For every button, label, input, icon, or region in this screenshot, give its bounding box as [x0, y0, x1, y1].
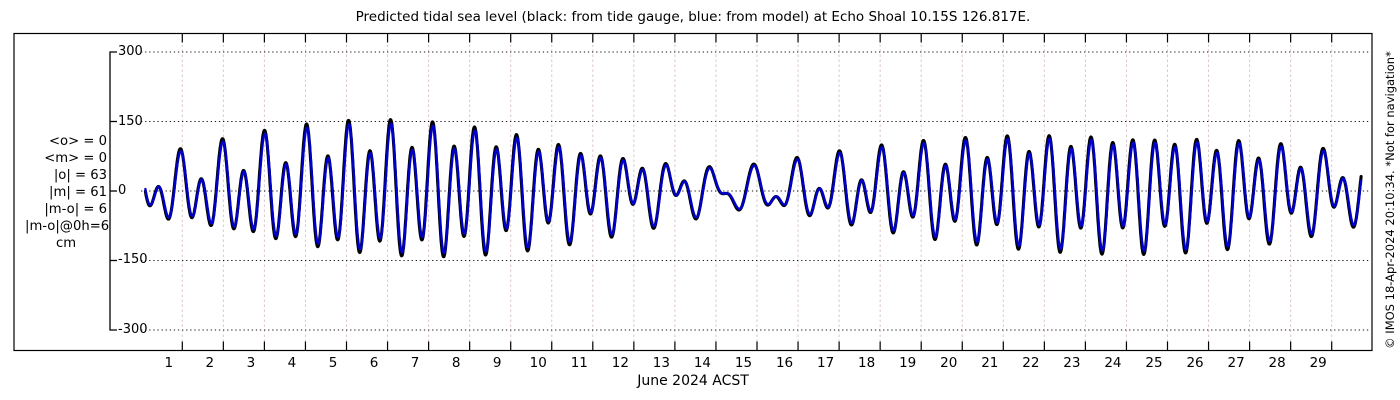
day-label-28: 28	[1268, 355, 1286, 371]
day-label-21: 21	[981, 355, 999, 371]
day-label-3: 3	[246, 355, 256, 371]
day-label-9: 9	[492, 355, 502, 371]
horizontal-gridlines	[141, 51, 1370, 331]
day-label-20: 20	[940, 355, 958, 371]
day-label-5: 5	[328, 355, 338, 371]
y-axis	[109, 51, 117, 331]
day-ticks	[181, 33, 1333, 351]
day-label-26: 26	[1186, 355, 1204, 371]
y-tick-label--150: -150	[118, 252, 148, 268]
y-tick-label-0: 0	[118, 182, 127, 198]
stat-mean-o: <o> = 0	[49, 134, 107, 149]
watermark-text: © IMOS 18-Apr-2024 20:10:34. *Not for na…	[1383, 51, 1397, 349]
day-label-11: 11	[570, 355, 588, 371]
day-label-16: 16	[775, 355, 794, 371]
day-label-22: 22	[1022, 355, 1040, 371]
x-axis-label: June 2024 ACST	[637, 373, 749, 389]
day-label-27: 27	[1227, 355, 1245, 371]
day-label-12: 12	[611, 355, 629, 371]
y-tick-label-300: 300	[118, 43, 143, 59]
stat-abs-mo-0h: |m-o|@0h=6	[25, 219, 110, 234]
day-label-2: 2	[205, 355, 215, 371]
y-tick-label-150: 150	[118, 113, 143, 129]
y-tick-label--300: -300	[118, 321, 148, 337]
stat-abs-m: |m| = 61	[49, 185, 107, 200]
day-label-4: 4	[287, 355, 297, 371]
stats-panel: <o> = 0 <m> = 0 |o| = 63 |m| = 61 |m-o| …	[25, 133, 110, 252]
day-label-8: 8	[451, 355, 461, 371]
stat-abs-o: |o| = 63	[53, 168, 107, 183]
model-line	[144, 122, 1363, 255]
day-label-1: 1	[164, 355, 174, 371]
day-label-19: 19	[899, 355, 917, 371]
day-label-6: 6	[369, 355, 379, 371]
day-label-29: 29	[1309, 355, 1327, 371]
day-label-13: 13	[652, 355, 670, 371]
stats-units: cm	[55, 236, 77, 251]
day-label-25: 25	[1145, 355, 1163, 371]
day-label-24: 24	[1104, 355, 1122, 371]
chart-title: Predicted tidal sea level (black: from t…	[355, 9, 1031, 25]
day-label-23: 23	[1063, 355, 1081, 371]
day-label-18: 18	[858, 355, 876, 371]
day-label-7: 7	[410, 355, 420, 371]
day-label-10: 10	[529, 355, 547, 371]
day-label-14: 14	[693, 355, 712, 371]
plot-border	[13, 32, 1373, 352]
stat-mean-m: <m> = 0	[44, 151, 107, 166]
stat-abs-mo: |m-o| = 6	[44, 202, 107, 217]
day-label-15: 15	[734, 355, 753, 371]
day-label-17: 17	[817, 355, 835, 371]
